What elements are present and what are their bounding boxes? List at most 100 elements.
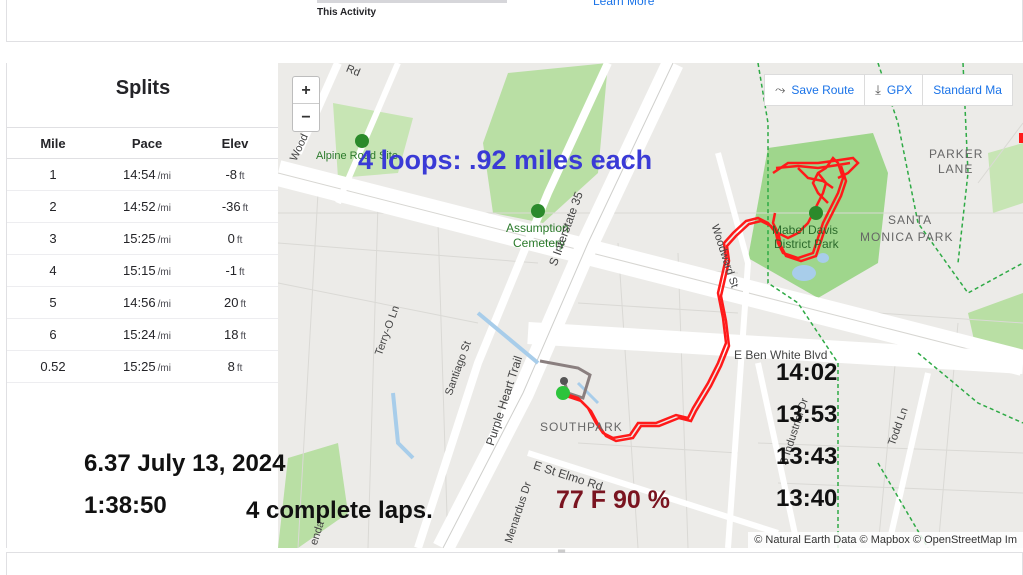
map-label-southpark: SOUTHPARK bbox=[540, 420, 623, 434]
split-elev: 8 ft bbox=[199, 359, 271, 374]
park-area bbox=[483, 63, 608, 223]
split-pace-unit: /mi bbox=[157, 299, 171, 310]
split-elev-unit: ft bbox=[240, 299, 247, 310]
splits-header-row: Mile Pace Elev bbox=[7, 127, 279, 159]
map-label-ben-white: E Ben White Blvd bbox=[734, 348, 828, 362]
annotation-complete-laps: 4 complete laps. bbox=[246, 497, 433, 524]
bottom-panel bbox=[6, 552, 1023, 575]
split-row: 5 14:56/mi 20 ft bbox=[7, 287, 279, 319]
map-label-monica-park: MONICA PARK bbox=[860, 230, 954, 244]
map-label-alpine-road: Alpine Road Site bbox=[316, 150, 398, 162]
split-pace-unit: /mi bbox=[157, 235, 171, 246]
annotation-duration: 1:38:50 bbox=[84, 492, 167, 519]
split-mile: 2 bbox=[49, 199, 57, 214]
split-elev: -36 ft bbox=[199, 199, 271, 214]
split-elev-unit: ft bbox=[239, 171, 245, 182]
split-pace: 14:56/mi bbox=[99, 295, 195, 310]
save-route-button[interactable]: ⤳ Save Route bbox=[765, 75, 866, 105]
split-elev-unit: ft bbox=[240, 331, 247, 342]
splits-title: Splits bbox=[115, 77, 171, 99]
split-elev: -8 ft bbox=[199, 167, 271, 182]
pond bbox=[817, 253, 829, 263]
zoom-out-button[interactable]: − bbox=[301, 109, 311, 126]
split-row: 2 14:52/mi -36 ft bbox=[7, 191, 279, 223]
split-pace-value: 14:54 bbox=[123, 167, 156, 182]
pond bbox=[792, 265, 816, 281]
split-pace-value: 15:25 bbox=[123, 359, 156, 374]
split-mile: 0.52 bbox=[40, 359, 66, 374]
park-area bbox=[988, 143, 1023, 213]
gpx-label: GPX bbox=[886, 83, 913, 97]
map-label-cemetery: Cemetery bbox=[513, 236, 566, 250]
map-label-parker: PARKER bbox=[929, 147, 984, 161]
end-marker bbox=[560, 377, 568, 385]
split-pace-unit: /mi bbox=[157, 331, 171, 342]
map-attribution[interactable]: © Natural Earth Data © Mapbox © OpenStre… bbox=[748, 532, 1023, 548]
map-label-assumption: Assumption bbox=[506, 221, 569, 235]
split-row: 4 15:15/mi -1 ft bbox=[7, 255, 279, 287]
split-pace-value: 15:25 bbox=[123, 231, 156, 246]
split-elev-value: -36 bbox=[221, 199, 241, 214]
download-icon: ⤓ bbox=[875, 82, 881, 97]
lap-time-4: 13:40 bbox=[776, 485, 838, 512]
save-route-label: Save Route bbox=[791, 83, 855, 97]
split-row: 3 15:25/mi 0 ft bbox=[7, 223, 279, 255]
split-pace: 15:25/mi bbox=[99, 359, 195, 374]
split-pace-unit: /mi bbox=[157, 363, 171, 374]
split-row: 6 15:24/mi 18 ft bbox=[7, 319, 279, 351]
split-pace-unit: /mi bbox=[157, 203, 171, 214]
split-elev: 20 ft bbox=[199, 295, 271, 310]
lap-time-3: 13:43 bbox=[776, 443, 838, 470]
split-pace-value: 15:15 bbox=[123, 263, 156, 278]
split-pace-unit: /mi bbox=[157, 171, 171, 182]
park-area bbox=[333, 103, 413, 178]
split-pace: 14:54/mi bbox=[99, 167, 195, 182]
split-elev-value: 18 bbox=[223, 327, 239, 342]
gpx-download-button[interactable]: ⤓ GPX bbox=[865, 75, 924, 105]
park-area bbox=[278, 443, 348, 548]
split-elev-value: 0 bbox=[227, 231, 235, 246]
map-style-label: Standard Ma bbox=[933, 83, 1002, 97]
split-mile: 1 bbox=[49, 167, 57, 182]
map-label-district-park: District Park bbox=[774, 237, 839, 251]
split-mile: 5 bbox=[49, 295, 57, 310]
split-elev: 0 ft bbox=[199, 231, 271, 246]
activity-map[interactable]: Alpine Road Site Assumption Cemetery S I… bbox=[278, 63, 1023, 548]
split-mile: 3 bbox=[49, 231, 57, 246]
split-pace: 14:52/mi bbox=[99, 199, 195, 214]
map-label-lane: LANE bbox=[938, 162, 974, 176]
split-pace: 15:25/mi bbox=[99, 231, 195, 246]
splits-panel: Splits Mile Pace Elev 1 14:54/mi -8 ft 2 14:5… bbox=[6, 63, 279, 548]
top-panel: This Activity Learn More bbox=[6, 0, 1023, 42]
split-pace-value: 14:52 bbox=[123, 199, 156, 214]
split-pace-value: 15:24 bbox=[123, 327, 156, 342]
split-row: 1 14:54/mi -8 ft bbox=[7, 159, 279, 191]
split-elev-value: -1 bbox=[225, 263, 237, 278]
column-mile: Mile bbox=[40, 136, 66, 151]
column-pace: Pace bbox=[131, 136, 163, 151]
learn-more-link[interactable]: Learn More bbox=[593, 0, 655, 8]
zoom-in-button[interactable]: + bbox=[293, 77, 319, 104]
split-elev: 18 ft bbox=[199, 327, 271, 342]
this-activity-label: This Activity bbox=[317, 7, 377, 18]
split-elev-unit: ft bbox=[236, 235, 243, 246]
split-elev-value: -8 bbox=[225, 167, 237, 182]
annotation-date: 6.37 July 13, 2024 bbox=[84, 450, 286, 477]
route-icon: ⤳ bbox=[775, 82, 786, 97]
split-elev-unit: ft bbox=[242, 203, 249, 214]
comparison-bar bbox=[317, 0, 507, 3]
map-toolbar: ⤳ Save Route ⤓ GPX Standard Ma bbox=[764, 74, 1013, 106]
split-pace: 15:24/mi bbox=[99, 327, 195, 342]
lap-time-1: 14:02 bbox=[776, 359, 838, 386]
split-row: 0.52 15:25/mi 8 ft bbox=[7, 351, 279, 383]
start-marker bbox=[556, 386, 570, 400]
split-mile: 4 bbox=[49, 263, 57, 278]
lap-time-2: 13:53 bbox=[776, 401, 838, 428]
split-mile: 6 bbox=[49, 327, 57, 342]
split-elev: -1 ft bbox=[199, 263, 271, 278]
map-style-button[interactable]: Standard Ma bbox=[923, 75, 1012, 105]
map-label-santa: SANTA bbox=[888, 213, 933, 227]
resize-handle-icon[interactable]: ═ bbox=[558, 546, 566, 557]
split-elev-value: 8 bbox=[227, 359, 235, 374]
split-pace-unit: /mi bbox=[157, 267, 171, 278]
